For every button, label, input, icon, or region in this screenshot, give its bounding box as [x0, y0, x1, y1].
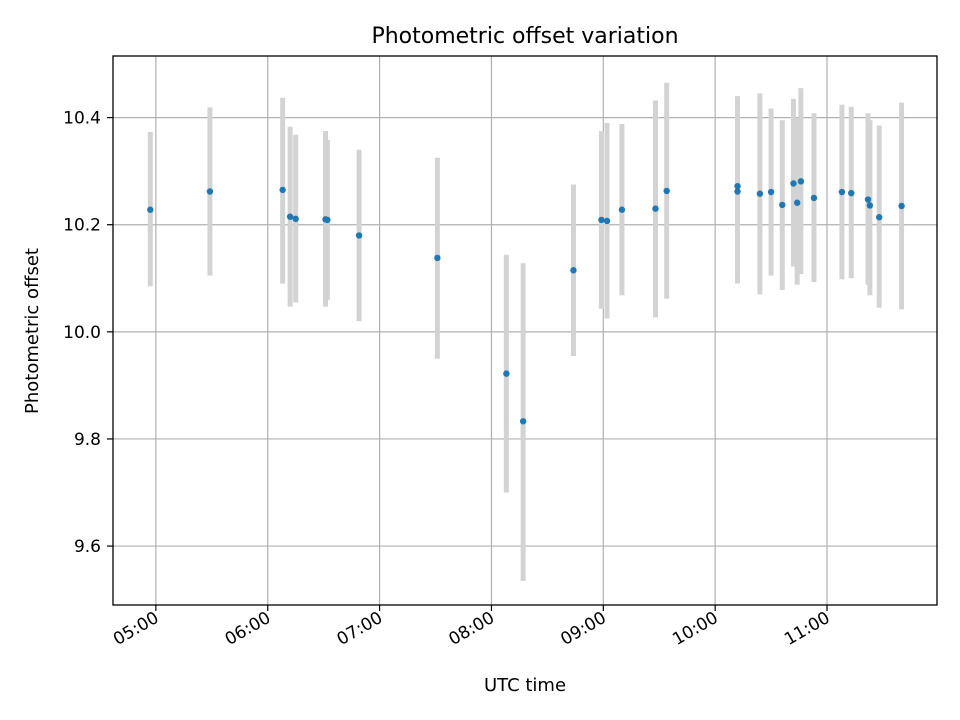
plot-frame: [112, 55, 938, 606]
x-tick-label: 10:00: [669, 608, 721, 650]
data-point: [876, 214, 883, 221]
y-axis-label: Photometric offset: [22, 248, 43, 414]
point-layer: [147, 178, 905, 425]
data-point: [434, 254, 441, 262]
data-point: [598, 216, 605, 224]
data-point: [503, 370, 510, 377]
x-tick-label: 06:00: [222, 608, 274, 650]
y-tick-label: 10.2: [63, 216, 101, 236]
data-point: [793, 199, 801, 206]
x-tick-label: 09:00: [557, 608, 609, 650]
data-point: [147, 206, 154, 213]
y-axis: 9.6 9.8 10.0 10.2 10.4: [63, 109, 113, 557]
data-point: [866, 202, 874, 209]
data-point: [292, 215, 299, 223]
data-point: [797, 178, 805, 185]
data-point: [779, 201, 786, 209]
x-axis: 05:00 06:00 07:00 08:00 09:00 10:00 11:00: [110, 605, 834, 650]
data-point: [790, 180, 797, 187]
data-point: [618, 206, 626, 213]
x-tick-label: 11:00: [781, 608, 833, 650]
y-tick-label: 9.6: [74, 537, 101, 557]
data-point: [652, 205, 659, 212]
data-point: [286, 213, 294, 220]
data-point: [279, 186, 286, 194]
data-point: [355, 232, 363, 239]
data-point: [848, 189, 855, 197]
y-tick-label: 10.4: [63, 109, 101, 129]
x-axis-label: UTC time: [484, 675, 566, 696]
chart-title: Photometric offset variation: [371, 24, 678, 49]
y-tick-label: 9.8: [74, 430, 101, 450]
data-point: [767, 188, 775, 196]
data-point: [898, 202, 905, 210]
data-point: [864, 196, 872, 203]
data-point: [519, 418, 527, 425]
data-point: [603, 217, 611, 225]
data-point: [756, 190, 764, 197]
data-point: [734, 188, 741, 195]
data-point: [734, 182, 741, 190]
x-tick-label: 07:00: [334, 608, 386, 650]
y-tick-label: 10.0: [63, 323, 101, 343]
data-point: [663, 187, 670, 195]
data-point: [838, 188, 846, 196]
x-tick-label: 05:00: [110, 608, 162, 650]
x-tick-label: 08:00: [446, 608, 498, 650]
data-point: [570, 267, 577, 274]
data-point: [324, 216, 331, 224]
data-point: [206, 188, 214, 195]
data-point: [810, 194, 818, 202]
